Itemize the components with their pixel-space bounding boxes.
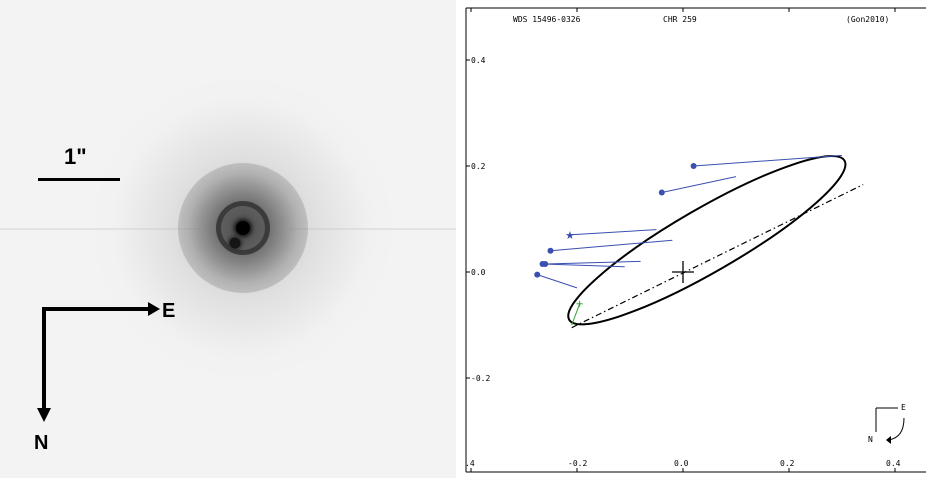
wds-identifier: WDS 15496-0326 [513,15,581,24]
observation-point [658,189,665,196]
y-tick-label: 0.0 [471,268,486,277]
primary-star-core [236,221,250,235]
observations: ★ [534,154,843,326]
y-tick-label: 0.2 [471,162,486,171]
observation-star: ★ [565,229,575,242]
north-arrow-head [37,408,51,422]
residual-line [661,176,737,193]
axes: 0.4 0.2 0.0 -0.2 .4 -0.2 0.0 0.2 0.4 [465,7,926,473]
x-tick-label: 0.4 [886,459,901,468]
residual-line [537,274,578,289]
orbit-ellipse [567,155,847,326]
north-label: N [34,432,49,454]
residual-line [693,154,843,167]
line-of-nodes [571,184,864,329]
x-tick-label: .4 [465,459,475,468]
compass-arrowhead [886,436,891,444]
east-label: E [162,300,176,322]
companion-star [229,237,241,249]
orientation-compass [37,302,160,422]
observation-point [539,261,546,268]
residual-line [571,303,581,326]
orbit-plot: 0.4 0.2 0.0 -0.2 .4 -0.2 0.0 0.2 0.4 ★ E N [465,7,926,473]
star-name: CHR 259 [663,15,697,24]
y-tick-label: 0.4 [471,56,486,65]
speckle-image-panel: 1" E N [0,0,456,478]
scale-bar [38,178,120,181]
y-tick-label: -0.2 [471,374,490,383]
x-tick-label: 0.0 [674,459,689,468]
orbit [567,155,864,329]
residual-line [550,239,673,252]
residual-line [569,229,657,236]
residual-line [542,263,625,268]
orbit-reference: (Gon2010) [846,15,890,24]
east-arrow-head [148,302,160,316]
observation-point [547,247,554,254]
plot-compass: E N [868,403,906,444]
compass-north-label: N [868,435,873,444]
residual-line [545,260,641,265]
compass-east-label: E [901,403,906,412]
diffraction-ring [216,201,270,255]
scale-label: 1" [64,144,87,169]
orbit-plot-panel: WDS 15496-0326 CHR 259 (Gon2010) 0.4 0.2 0… [458,0,931,478]
x-tick-label: -0.2 [568,459,587,468]
x-tick-label: 0.2 [780,459,795,468]
observation-point [690,163,697,169]
observation-point [534,271,541,278]
